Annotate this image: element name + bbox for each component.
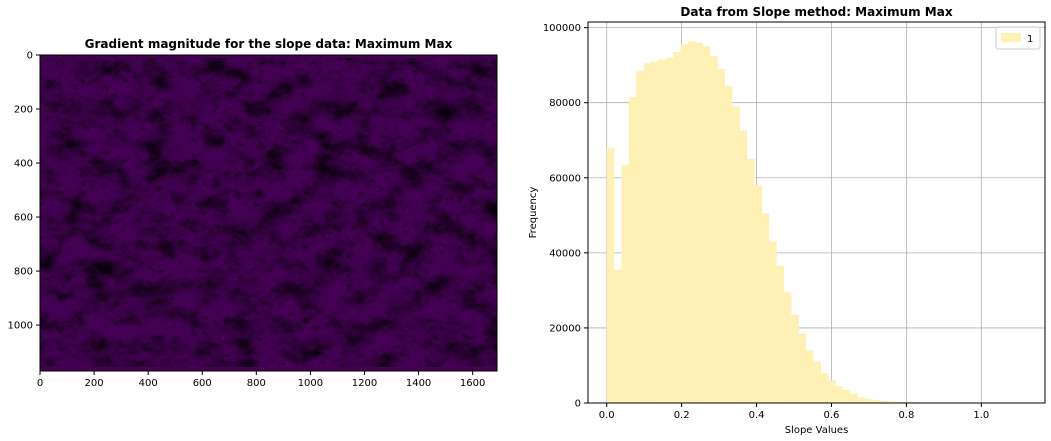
histogram-legend: 1 [995,26,1041,50]
histogram-bar [842,389,851,403]
histogram-bar [769,241,777,403]
histogram-bar [614,269,622,403]
legend-swatch [1001,33,1021,42]
histogram-y-tick-label: 80000 [549,98,581,109]
histogram-x-axis-label: Slope Values [785,425,849,436]
histogram-bar [894,401,903,403]
histogram-y-axis-label: Frequency [528,187,539,239]
histogram-bar [651,61,659,403]
histogram-bar [658,59,666,403]
histogram-bar [754,185,762,403]
legend-label: 1 [1027,34,1033,45]
heatmap-image [40,55,497,371]
histogram-bar [702,46,711,403]
heatmap-x-tick-label: 1600 [460,378,485,389]
histogram-bar [813,361,821,403]
histogram-title: Data from Slope method: Maximum Max [680,5,952,19]
histogram-bar [673,52,681,403]
histogram-panel: Data from Slope method: Maximum Max 0.0 0… [528,5,1046,436]
histogram-bar [850,393,858,403]
histogram-bar [695,42,703,403]
heatmap-x-tick-label: 0 [37,378,43,389]
histogram-y-tick-label: 20000 [549,323,581,334]
histogram-bar [820,372,829,403]
histogram-bar [628,97,637,403]
histogram-bar [828,380,836,403]
heatmap-x-tick-label: 200 [85,378,104,389]
histogram-bar [717,68,726,403]
histogram-bar [665,57,674,403]
heatmap-x-tick-label: 1400 [406,378,431,389]
histogram-y-tick-label: 0 [575,399,581,410]
histogram-bar [680,44,689,403]
histogram-x-ticks: 0.0 0.2 0.4 0.6 0.8 1.0 [599,403,989,421]
histogram-bar [636,70,644,403]
heatmap-bottom-band [40,367,497,371]
histogram-x-tick-label: 0.6 [824,410,840,421]
heatmap-x-tick-label: 800 [247,378,266,389]
heatmap-y-tick-label: 200 [14,105,33,116]
histogram-x-tick-label: 1.0 [973,410,989,421]
heatmap-panel: Gradient magnitude for the slope data: M… [8,37,498,389]
heatmap-top-band [40,55,497,58]
heatmap-x-ticks: 0 200 400 600 800 1000 1200 1400 1600 [37,371,485,389]
heatmap-y-tick-label: 600 [14,213,33,224]
histogram-bar [805,350,814,403]
heatmap-y-tick-label: 800 [14,267,33,278]
histogram-bar [776,265,785,403]
histogram-x-tick-label: 0.4 [749,410,765,421]
histogram-bar [887,401,895,403]
heatmap-x-tick-label: 1000 [298,378,323,389]
histogram-bar [865,398,873,403]
histogram-bar [798,333,807,403]
histogram-y-tick-label: 100000 [543,23,581,34]
histogram-y-ticks: 0 20000 40000 60000 80000 100000 [543,23,588,410]
histogram-bar [643,63,652,403]
heatmap-texture-high [40,55,497,371]
heatmap-x-tick-label: 400 [139,378,158,389]
histogram-x-tick-label: 0.2 [674,410,690,421]
heatmap-y-tick-label: 400 [14,159,33,170]
heatmap-y-ticks: 0 200 400 600 800 1000 [8,51,40,332]
histogram-axes-frame [587,21,1046,404]
heatmap-x-tick-label: 600 [193,378,212,389]
histogram-bar [739,130,748,403]
histogram-y-tick-label: 40000 [549,248,581,259]
heatmap-axes-frame [39,54,498,372]
histogram-bars [606,40,1021,403]
histogram-bar [710,55,718,403]
heatmap-y-tick-label: 1000 [8,321,33,332]
histogram-bar [872,399,880,403]
histogram-bar [783,292,792,403]
histogram-bar [791,314,799,403]
histogram-bar [857,397,866,403]
histogram-bar [732,106,740,403]
histogram-bar [724,85,733,403]
histogram-bar [621,164,630,403]
histogram-x-tick-label: 0.0 [599,410,615,421]
histogram-bar [761,213,770,403]
heatmap-y-tick-label: 0 [27,51,33,62]
histogram-bar [879,400,888,403]
histogram-bar [606,147,615,403]
histogram-y-tick-label: 60000 [549,173,581,184]
heatmap-title: Gradient magnitude for the slope data: M… [85,37,453,51]
histogram-x-tick-label: 0.8 [898,410,914,421]
histogram-bar [835,386,844,403]
heatmap-x-tick-label: 1200 [352,378,377,389]
histogram-bar [687,40,696,403]
histogram-bar [746,159,755,403]
